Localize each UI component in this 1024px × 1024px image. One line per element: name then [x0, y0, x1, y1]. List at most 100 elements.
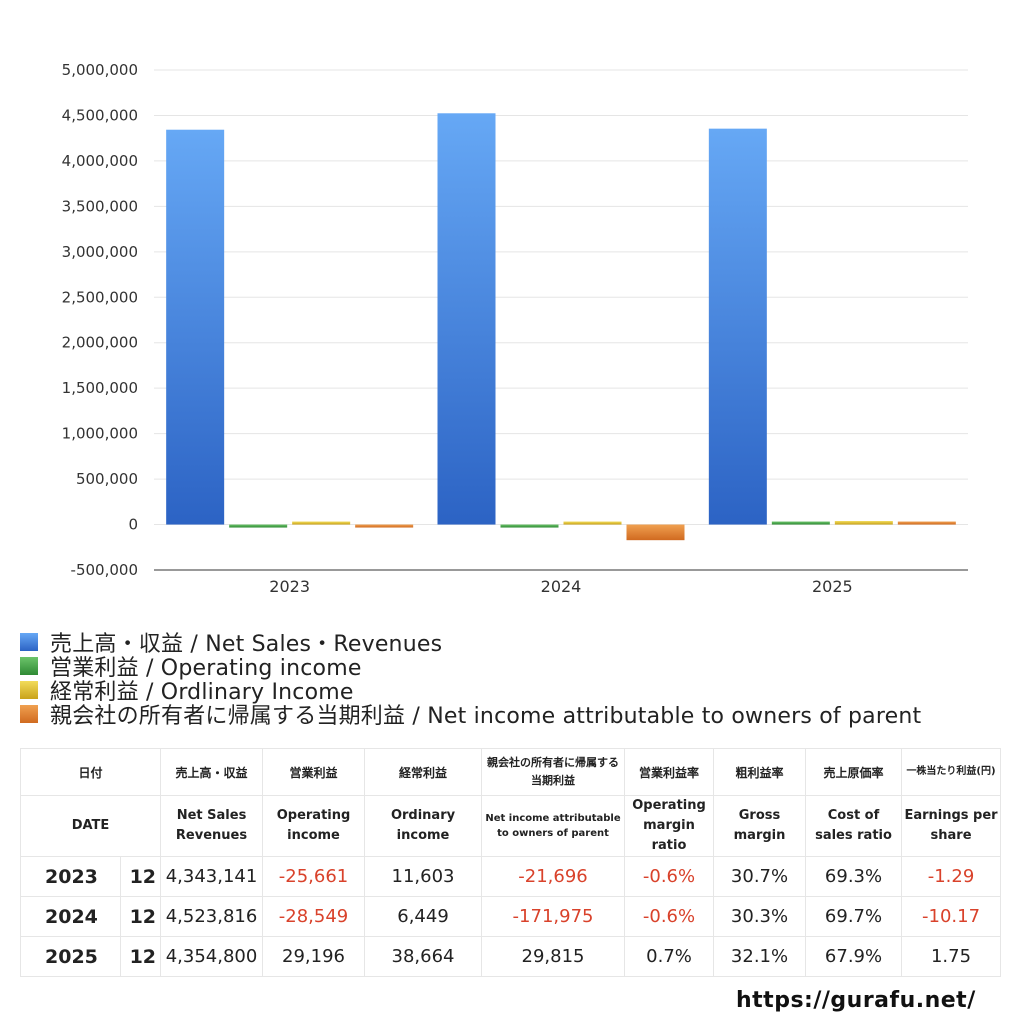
header-eps-jp: 一株当たり利益(円): [901, 748, 1002, 796]
bars: [166, 113, 956, 541]
header-op-margin-jp: 営業利益率: [624, 748, 715, 796]
bar-ordinary-income-2023: [292, 521, 351, 525]
legend-swatch-operating-income: [20, 657, 38, 675]
cell-eps: -1.29: [901, 856, 1002, 897]
cell-op-margin: -0.6%: [624, 856, 715, 897]
y-axis-ticks: 5,000,000 4,500,000 4,000,000 3,500,000 3,00…: [62, 61, 138, 579]
header-net-income-en: Net income attributable to owners of par…: [481, 795, 626, 857]
bar-operating-income-2024: [500, 524, 559, 528]
header-ordinary-jp: 経常利益: [364, 748, 483, 796]
y-tick-label: 2,500,000: [62, 288, 138, 306]
x-axis-ticks: 2023 2024 2025: [269, 577, 852, 596]
cell-net-income: -171,975: [481, 896, 626, 937]
cell-sales: 4,523,816: [160, 896, 264, 937]
header-date-jp: 日付: [19, 748, 162, 796]
bar-sales-2025: [708, 128, 767, 525]
header-cost-ratio-en: Cost of sales ratio: [805, 795, 903, 857]
cell-net-income: 29,815: [481, 936, 626, 977]
legend-label-net-income: 親会社の所有者に帰属する当期利益 / Net income attributab…: [50, 704, 922, 729]
bar-net-income-2023: [355, 524, 414, 528]
cell-op-margin: -0.6%: [624, 896, 715, 937]
bar-chart: 5,000,000 4,500,000 4,000,000 3,500,000 3,00…: [62, 61, 968, 596]
header-gross-margin-jp: 粗利益率: [713, 748, 807, 796]
legend-item-sales: 売上高・収益 / Net Sales・Revenues: [20, 630, 921, 657]
x-tick-label: 2024: [541, 577, 582, 596]
header-net-income-jp: 親会社の所有者に帰属する当期利益: [481, 748, 626, 796]
y-tick-label: 3,000,000: [62, 243, 138, 261]
legend-swatch-sales: [20, 633, 38, 651]
bar-ordinary-income-2024: [563, 521, 622, 525]
cell-net-income: -21,696: [481, 856, 626, 897]
financial-table: 日付 売上高・収益 営業利益 経常利益 親会社の所有者に帰属する当期利益 営業利…: [19, 748, 1002, 977]
source-url[interactable]: https://gurafu.net/: [736, 988, 976, 1013]
cell-op-margin: 0.7%: [624, 936, 715, 977]
x-tick-label: 2025: [812, 577, 853, 596]
y-tick-label: 4,000,000: [62, 152, 138, 170]
cell-year: 2025: [20, 936, 121, 977]
legend-swatch-ordinary-income: [20, 681, 38, 699]
header-operating-jp: 営業利益: [262, 748, 366, 796]
y-tick-label: 1,000,000: [62, 425, 138, 443]
cell-year: 2023: [20, 856, 121, 897]
y-tick-label: 2,000,000: [62, 334, 138, 352]
header-sales-jp: 売上高・収益: [160, 748, 264, 796]
cell-ordinary-income: 11,603: [364, 856, 483, 897]
bar-ordinary-income-2025: [834, 521, 893, 525]
cell-sales: 4,354,800: [160, 936, 264, 977]
cell-month: 12: [119, 936, 162, 977]
bar-net-income-2025: [897, 521, 956, 525]
legend-item-ordinary-income: 経常利益 / Ordlinary Income: [20, 678, 921, 705]
cell-gross-margin: 32.1%: [713, 936, 807, 977]
legend-item-net-income: 親会社の所有者に帰属する当期利益 / Net income attributab…: [20, 702, 921, 729]
table-header-jp: 日付 売上高・収益 営業利益 経常利益 親会社の所有者に帰属する当期利益 営業利…: [19, 748, 1002, 796]
legend-swatch-net-income: [20, 705, 38, 723]
table-row-2023: 2023 12 4,343,141 -25,661 11,603 -21,696…: [20, 856, 1002, 897]
table-header-en: DATE Net Sales Revenues Operating income…: [19, 795, 1002, 857]
y-tick-label: 3,500,000: [62, 197, 138, 215]
cell-operating-income: 29,196: [262, 936, 366, 977]
header-eps-en: Earnings per share: [901, 795, 1002, 857]
cell-ordinary-income: 38,664: [364, 936, 483, 977]
bar-net-income-2024: [626, 524, 685, 541]
legend-item-operating-income: 営業利益 / Operating income: [20, 654, 921, 681]
header-ordinary-en: Ordinary income: [364, 795, 483, 857]
y-tick-label: 4,500,000: [62, 106, 138, 124]
y-tick-label: 5,000,000: [62, 61, 138, 79]
header-gross-margin-en: Gross margin: [713, 795, 807, 857]
legend-label-sales: 売上高・収益 / Net Sales・Revenues: [50, 632, 443, 657]
cell-cost-ratio: 67.9%: [805, 936, 903, 977]
legend-label-operating-income: 営業利益 / Operating income: [50, 656, 362, 681]
bar-sales-2023: [166, 129, 225, 525]
x-tick-label: 2023: [269, 577, 310, 596]
y-tick-label: 1,500,000: [62, 379, 138, 397]
cell-cost-ratio: 69.7%: [805, 896, 903, 937]
cell-sales: 4,343,141: [160, 856, 264, 897]
header-operating-en: Operating income: [262, 795, 366, 857]
cell-eps: -10.17: [901, 896, 1002, 937]
header-cost-ratio-jp: 売上原価率: [805, 748, 903, 796]
cell-gross-margin: 30.7%: [713, 856, 807, 897]
table-row-2024: 2024 12 4,523,816 -28,549 6,449 -171,975…: [20, 896, 1002, 937]
cell-operating-income: -25,661: [262, 856, 366, 897]
cell-year: 2024: [20, 896, 121, 937]
y-tick-label: -500,000: [71, 561, 138, 579]
y-tick-label: 0: [128, 516, 138, 534]
chart-legend: 売上高・収益 / Net Sales・Revenues 営業利益 / Opera…: [20, 630, 921, 729]
bar-sales-2024: [437, 113, 496, 525]
header-sales-en: Net Sales Revenues: [160, 795, 264, 857]
table-row-2025: 2025 12 4,354,800 29,196 38,664 29,815 0…: [20, 936, 1002, 977]
header-date-en: DATE: [19, 795, 162, 857]
cell-cost-ratio: 69.3%: [805, 856, 903, 897]
bar-operating-income-2025: [771, 521, 830, 525]
bar-operating-income-2023: [229, 524, 288, 528]
legend-label-ordinary-income: 経常利益 / Ordlinary Income: [50, 680, 354, 705]
cell-month: 12: [119, 896, 162, 937]
cell-gross-margin: 30.3%: [713, 896, 807, 937]
cell-month: 12: [119, 856, 162, 897]
gridlines: [154, 69, 968, 571]
cell-ordinary-income: 6,449: [364, 896, 483, 937]
header-op-margin-en: Operating margin ratio: [624, 795, 715, 857]
cell-eps: 1.75: [901, 936, 1002, 977]
y-tick-label: 500,000: [76, 470, 138, 488]
cell-operating-income: -28,549: [262, 896, 366, 937]
